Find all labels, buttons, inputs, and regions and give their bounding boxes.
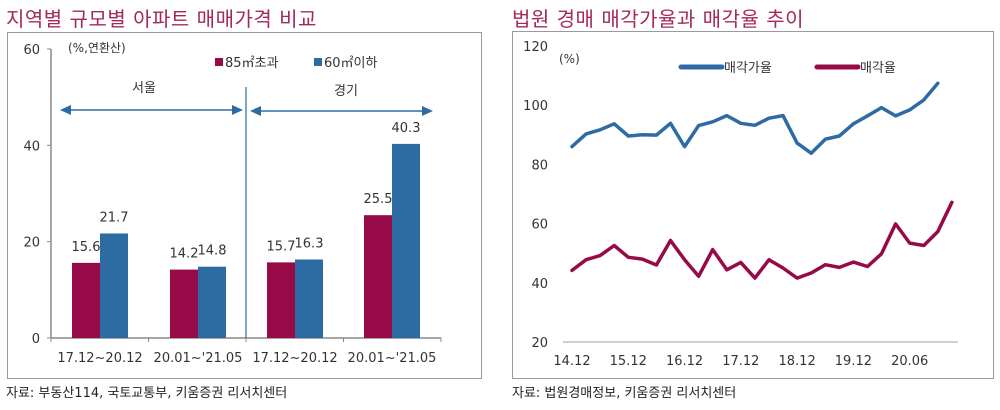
y-tick-label: 40 [531, 277, 548, 292]
bar-85-over [364, 215, 392, 338]
region-label-seoul: 서울 [132, 81, 156, 96]
bar-value-label: 15.7 [267, 239, 296, 254]
bar-value-label: 25.5 [364, 192, 393, 207]
bar-value-label: 14.2 [170, 247, 199, 262]
bar-value-label: 15.6 [72, 240, 101, 255]
x-tick-label: 14.12 [553, 354, 590, 369]
x-tick-label: 19.12 [835, 354, 872, 369]
y-tick-label: 120 [523, 40, 548, 55]
y-tick-label: 80 [531, 158, 548, 173]
left-chart-panel [7, 32, 482, 379]
bar-60-under [295, 259, 323, 338]
bar-value-label: 40.3 [392, 121, 421, 136]
gyeonggi-arrow-right-head [422, 106, 433, 116]
series-line-sale-price-rate [570, 81, 940, 155]
y-tick-label: 0 [32, 332, 40, 347]
y-tick-label: 100 [523, 99, 548, 114]
legend-label: 매각가율 [724, 61, 772, 76]
x-tick-label: 17.12 [722, 354, 759, 369]
legend-swatch [215, 58, 223, 66]
bar-60-under [198, 266, 226, 338]
x-tick-label: 17.12~20.12 [252, 351, 337, 366]
legend-label: 60㎡이하 [324, 56, 378, 71]
bar-value-label: 16.3 [295, 236, 324, 251]
right-chart-panel [512, 31, 994, 379]
gyeonggi-arrow-left-head [250, 106, 261, 116]
right-source: 자료: 법원경매정보, 키움증권 리서치센터 [512, 386, 737, 401]
y-tick-label: 60 [23, 43, 40, 58]
x-tick-label: 20.01~'21.05 [348, 351, 437, 366]
bar-60-under [392, 143, 420, 338]
bar-85-over [267, 262, 295, 338]
x-tick-label: 17.12~20.12 [57, 351, 142, 366]
bar-value-label: 14.8 [198, 244, 227, 259]
bar-85-over [170, 269, 198, 338]
y-tick-label: 20 [23, 236, 40, 251]
y-tick-label: 60 [531, 218, 548, 233]
legend-swatch [314, 58, 322, 66]
bar-85-over [72, 262, 100, 338]
series-line-sale-rate [570, 200, 954, 280]
legend-label: 85㎡초과 [225, 56, 279, 71]
x-tick-label: 20.06 [891, 354, 928, 369]
y-tick-label: 20 [531, 336, 548, 351]
bar-60-under [100, 233, 128, 338]
legend-label: 매각율 [860, 61, 896, 76]
left-chart-title: 지역별 규모별 아파트 매매가격 비교 [6, 7, 317, 31]
bar-value-label: 21.7 [100, 210, 129, 225]
x-tick-label: 16.12 [666, 354, 703, 369]
x-tick-label: 18.12 [779, 354, 816, 369]
left-source: 자료: 부동산114, 국토교통부, 키움증권 리서치센터 [6, 386, 288, 401]
seoul-arrow-right-head [232, 105, 243, 115]
seoul-arrow-left-head [60, 105, 71, 115]
unit-label: (%,연환산) [68, 41, 126, 55]
y-tick-label: 40 [23, 139, 40, 154]
x-tick-label: 15.12 [610, 354, 647, 369]
region-label-gyeonggi: 경기 [334, 84, 358, 99]
x-tick-label: 20.01~'21.05 [154, 351, 243, 366]
unit-label: (%) [559, 52, 580, 66]
right-chart-title: 법원 경매 매각가율과 매각율 추이 [512, 7, 805, 31]
